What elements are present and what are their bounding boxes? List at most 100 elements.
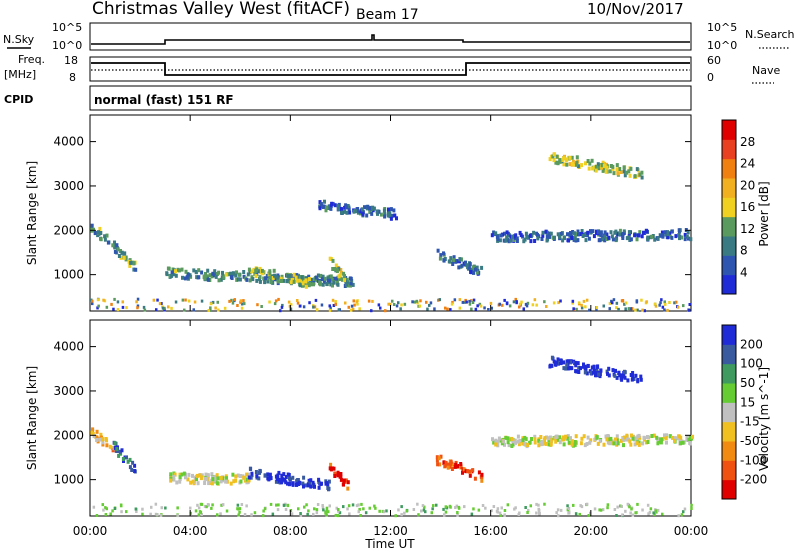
echo-cell	[245, 472, 249, 477]
colorbar-tick: -100	[740, 453, 767, 467]
echo-cell	[571, 299, 575, 303]
echo-cell	[266, 279, 270, 284]
echo-cell	[343, 274, 346, 279]
echo-cell	[450, 302, 454, 306]
echo-cell	[116, 308, 120, 312]
echo-cell	[298, 283, 302, 288]
echo-cell	[636, 502, 639, 506]
cpid-label: CPID	[4, 93, 33, 106]
echo-cell	[444, 510, 448, 514]
echo-cell	[238, 510, 241, 514]
echo-cell	[356, 302, 359, 306]
echo-cell	[524, 302, 528, 306]
x-tick-label: 20:00	[574, 524, 609, 538]
echo-cell	[256, 303, 259, 307]
echo-cell	[272, 268, 276, 273]
echo-cell	[246, 272, 250, 277]
echo-cell	[616, 171, 620, 176]
echo-cell	[566, 434, 570, 439]
echo-cell	[199, 510, 203, 514]
echo-cell	[370, 207, 374, 212]
echo-cell	[328, 504, 331, 508]
echo-cell	[496, 507, 500, 511]
echo-cell	[325, 282, 329, 286]
echo-cell	[96, 298, 100, 302]
echo-cell	[552, 152, 556, 157]
echo-cell	[634, 308, 637, 312]
echo-cell	[184, 298, 187, 302]
echo-cell	[90, 223, 94, 228]
echo-cell	[622, 169, 626, 174]
echo-cell	[629, 442, 633, 447]
echo-cell	[545, 305, 548, 308]
echo-cell	[268, 472, 272, 477]
echo-cell	[113, 445, 117, 450]
echo-cell	[503, 231, 507, 236]
echo-cell	[659, 440, 663, 445]
echo-cell	[370, 309, 373, 313]
echo-cell	[277, 297, 280, 301]
echo-cell	[594, 168, 598, 173]
echo-cell	[630, 507, 633, 511]
echo-cell	[395, 304, 399, 308]
echo-cell	[108, 444, 112, 449]
echo-cell	[247, 267, 251, 272]
echo-cell	[160, 302, 163, 305]
echo-cell	[319, 273, 323, 278]
echo-cell	[689, 237, 693, 242]
echo-cell	[423, 505, 426, 509]
echo-cell	[617, 371, 621, 376]
echo-cell	[283, 503, 286, 507]
echo-cell	[463, 505, 466, 509]
x-tick-label: 00:00	[674, 524, 709, 538]
echo-cell	[556, 232, 560, 237]
echo-cell	[123, 251, 127, 256]
colorbar-segment	[722, 479, 736, 500]
echo-cell	[159, 513, 163, 517]
echo-cell	[360, 207, 364, 212]
echo-cell	[458, 306, 462, 310]
echo-cell	[571, 301, 574, 305]
echo-cell	[611, 237, 615, 242]
echo-cell	[506, 436, 510, 441]
echo-cell	[170, 306, 173, 310]
echo-cell	[182, 471, 186, 476]
echo-cell	[429, 301, 433, 305]
echo-cell	[615, 434, 619, 439]
echo-cell	[259, 270, 263, 275]
echo-cell	[306, 483, 310, 488]
echo-cell	[656, 441, 660, 446]
echo-cell	[635, 436, 638, 441]
echo-cell	[605, 165, 609, 170]
echo-cell	[687, 308, 691, 312]
echo-cell	[611, 301, 614, 305]
echo-cell	[347, 207, 351, 212]
echo-cell	[196, 503, 199, 507]
echo-cell	[461, 300, 465, 304]
y-tick-label: 3000	[53, 179, 84, 193]
echo-cell	[685, 435, 689, 440]
echo-cell	[559, 508, 563, 512]
power-colorbar: 28 24 20 16 12 8 4	[721, 119, 755, 295]
echo-cell	[616, 441, 620, 445]
echo-cell	[287, 300, 291, 304]
echo-cell	[120, 504, 123, 508]
echo-cell	[247, 472, 250, 477]
echo-cell	[260, 268, 264, 273]
echo-cell	[683, 507, 687, 511]
echo-cell	[339, 276, 343, 281]
echo-cell	[563, 236, 566, 241]
echo-cell	[524, 506, 527, 509]
echo-cell	[298, 275, 302, 280]
echo-cell	[238, 507, 242, 511]
echo-cell	[579, 504, 582, 508]
echo-cell	[172, 477, 176, 482]
echo-cell	[612, 171, 616, 176]
echo-cell	[526, 443, 530, 447]
echo-cell	[665, 433, 669, 438]
echo-cell	[119, 255, 123, 260]
echo-cell	[690, 507, 693, 510]
echo-cell	[227, 272, 231, 277]
echo-cell	[628, 439, 632, 444]
